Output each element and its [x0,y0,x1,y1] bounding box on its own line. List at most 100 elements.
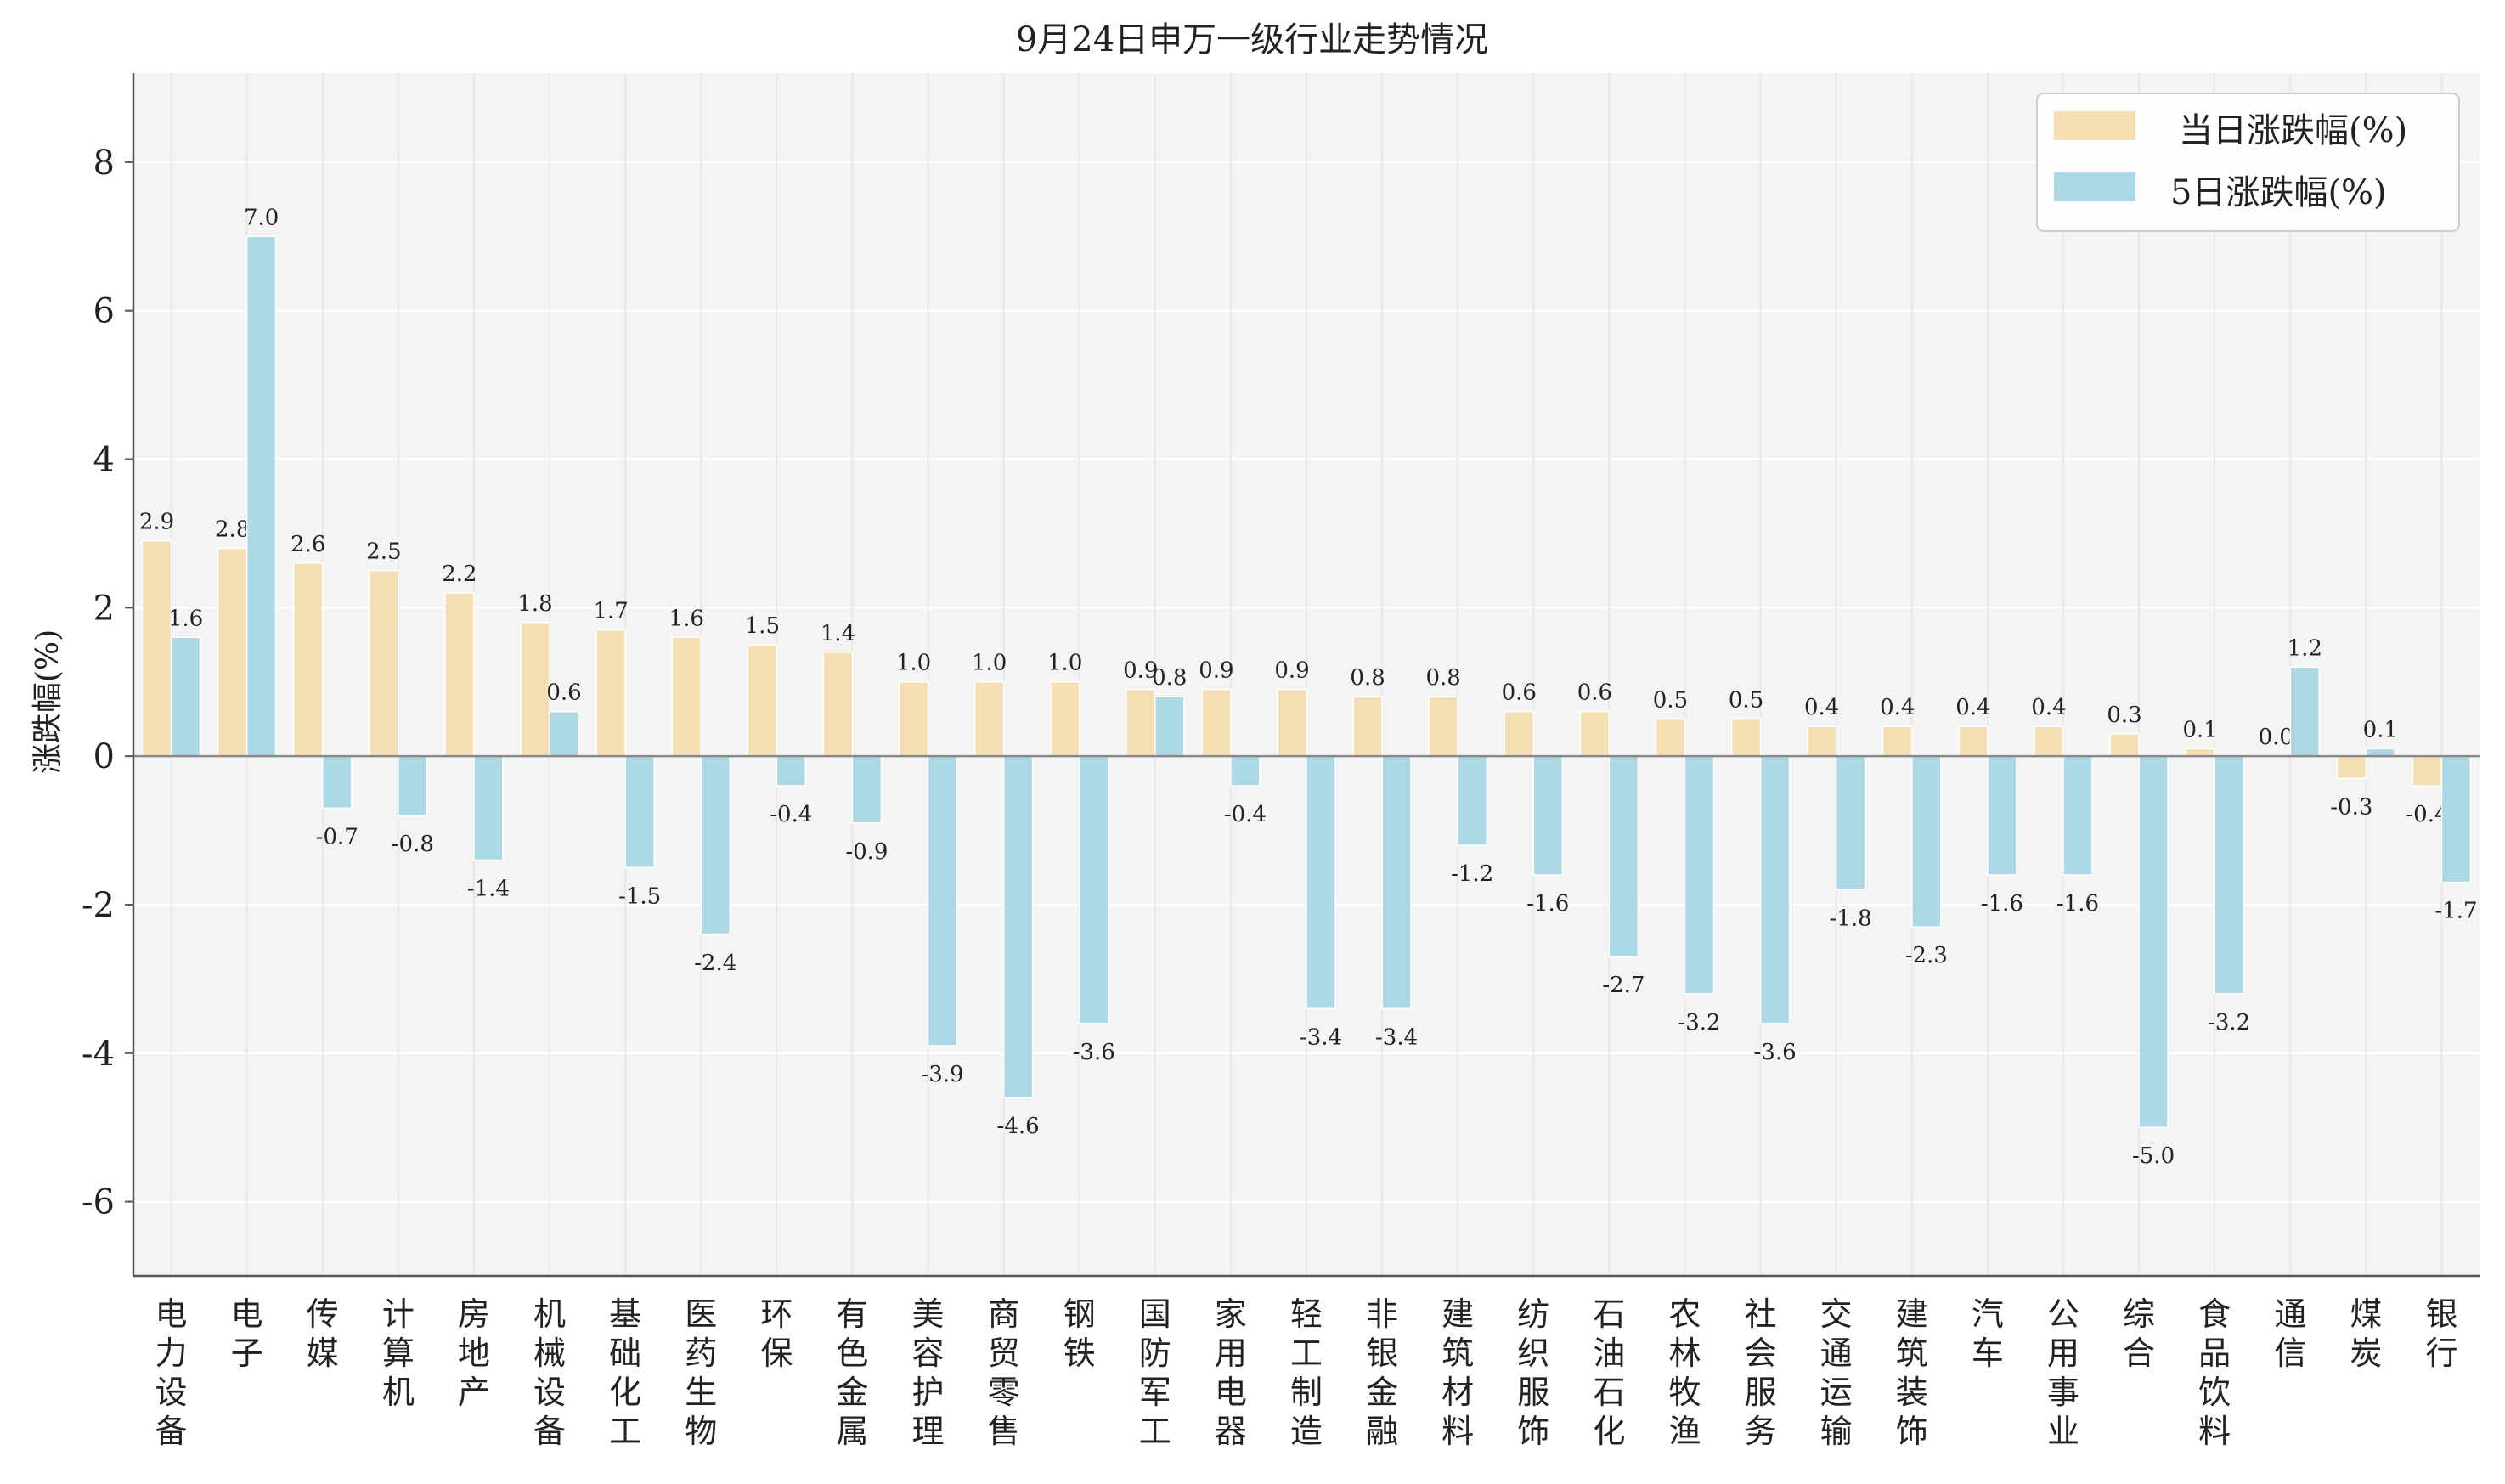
bar-daily-8 [748,645,776,756]
data-label-daily-14: 0.9 [1199,657,1233,683]
bar-daily-2 [294,563,323,756]
bar-5day-10 [928,756,957,1046]
bar-daily-26 [2110,734,2139,756]
data-label-5day-1: 7.0 [244,205,279,230]
bar-daily-13 [1126,689,1155,756]
bar-daily-1 [218,548,247,756]
data-label-daily-1: 2.8 [215,516,250,542]
bar-5day-2 [323,756,352,808]
data-label-5day-12: -3.6 [1073,1040,1115,1065]
data-label-daily-27: 0.1 [2182,717,2217,742]
bar-daily-21 [1732,719,1761,756]
data-label-daily-3: 2.5 [366,539,401,565]
bar-daily-4 [445,593,474,756]
data-label-daily-18: 0.6 [1502,680,1537,706]
bar-5day-19 [1609,756,1638,956]
data-label-daily-17: 0.8 [1426,665,1461,691]
bar-daily-15 [1278,689,1306,756]
bar-5day-16 [1382,756,1411,1008]
data-label-daily-5: 1.8 [517,591,552,617]
legend-swatch-5day [2054,172,2135,201]
x-category-label-23: 建筑装饰 [1896,1295,1928,1450]
x-category-label-1: 电子 [231,1295,263,1372]
x-category-label-6: 基础化工 [609,1295,641,1450]
bar-5day-13 [1155,697,1184,756]
y-tick-label: 0 [93,737,115,776]
data-label-daily-6: 1.7 [593,599,628,624]
x-category-label-11: 商贸零售 [988,1295,1020,1450]
x-category-label-22: 交通运输 [1820,1295,1853,1450]
bar-5day-18 [1533,756,1562,875]
bar-5day-21 [1761,756,1790,1024]
x-category-label-25: 公用事业 [2047,1295,2079,1450]
bar-daily-6 [596,630,625,757]
data-label-5day-10: -3.9 [921,1062,963,1087]
bar-daily-16 [1353,697,1382,756]
data-label-5day-18: -1.6 [1526,891,1569,917]
bar-5day-29 [2366,748,2395,756]
bar-5day-7 [701,756,730,934]
bar-daily-19 [1580,712,1609,756]
data-label-daily-16: 0.8 [1350,665,1385,691]
data-label-daily-25: 0.4 [2031,695,2066,720]
bar-daily-24 [1959,726,1988,756]
data-label-daily-19: 0.6 [1577,680,1612,706]
bar-5day-30 [2441,756,2470,883]
x-category-label-7: 医药生物 [685,1295,717,1450]
x-category-label-18: 纺织服饰 [1517,1295,1549,1450]
data-label-5day-21: -3.6 [1754,1040,1797,1065]
y-tick-label: -2 [82,886,115,925]
data-label-5day-22: -1.8 [1830,906,1872,931]
bar-5day-12 [1080,756,1109,1024]
chart-title: 9月24日申万一级行业走势情况 [1016,20,1488,59]
bar-daily-25 [2034,726,2063,756]
bar-5day-20 [1684,756,1713,994]
data-label-5day-20: -3.2 [1678,1010,1720,1035]
x-category-label-27: 食品饮料 [2198,1295,2231,1450]
data-label-5day-7: -2.4 [694,951,736,976]
data-label-daily-29: -0.3 [2330,794,2372,820]
bar-daily-9 [823,652,852,756]
x-category-label-12: 钢铁 [1063,1295,1096,1372]
x-category-label-2: 传媒 [307,1295,339,1372]
bar-daily-20 [1656,719,1684,756]
data-label-daily-20: 0.5 [1653,687,1688,713]
data-label-5day-17: -1.2 [1451,861,1493,887]
x-category-label-4: 房地产 [458,1295,490,1411]
data-label-daily-15: 0.9 [1274,657,1309,683]
bar-5day-17 [1458,756,1487,845]
data-label-5day-16: -3.4 [1375,1024,1418,1050]
data-label-daily-4: 2.2 [442,561,477,587]
bar-daily-0 [143,541,172,756]
data-label-5day-24: -1.6 [1981,891,2023,917]
bar-5day-3 [398,756,427,815]
data-label-daily-10: 1.0 [896,651,931,676]
x-category-label-19: 石油石化 [1593,1295,1625,1450]
data-label-daily-23: 0.4 [1880,695,1915,720]
bar-daily-14 [1202,689,1231,756]
data-label-daily-12: 1.0 [1047,651,1082,676]
bar-daily-7 [672,637,701,756]
bar-daily-10 [900,682,928,756]
data-label-5day-27: -3.2 [2208,1010,2250,1035]
data-label-5day-13: 0.8 [1152,665,1187,691]
data-label-5day-2: -0.7 [316,824,358,849]
x-category-label-10: 美容护理 [912,1295,945,1450]
bar-daily-3 [370,571,398,757]
bar-5day-27 [2214,756,2243,994]
data-label-daily-9: 1.4 [821,621,855,646]
y-tick-label: 4 [93,441,115,480]
x-category-label-29: 煤炭 [2350,1295,2382,1372]
bar-daily-12 [1051,682,1080,756]
x-category-label-17: 建筑材料 [1442,1295,1474,1450]
bar-5day-22 [1836,756,1865,889]
bar-5day-25 [2063,756,2092,875]
bar-5day-0 [172,637,200,756]
x-category-label-5: 机械设备 [533,1295,566,1450]
bar-daily-5 [521,623,550,756]
x-category-label-9: 有色金属 [836,1295,868,1450]
data-label-5day-4: -1.4 [467,877,510,902]
bar-5day-15 [1306,756,1335,1008]
